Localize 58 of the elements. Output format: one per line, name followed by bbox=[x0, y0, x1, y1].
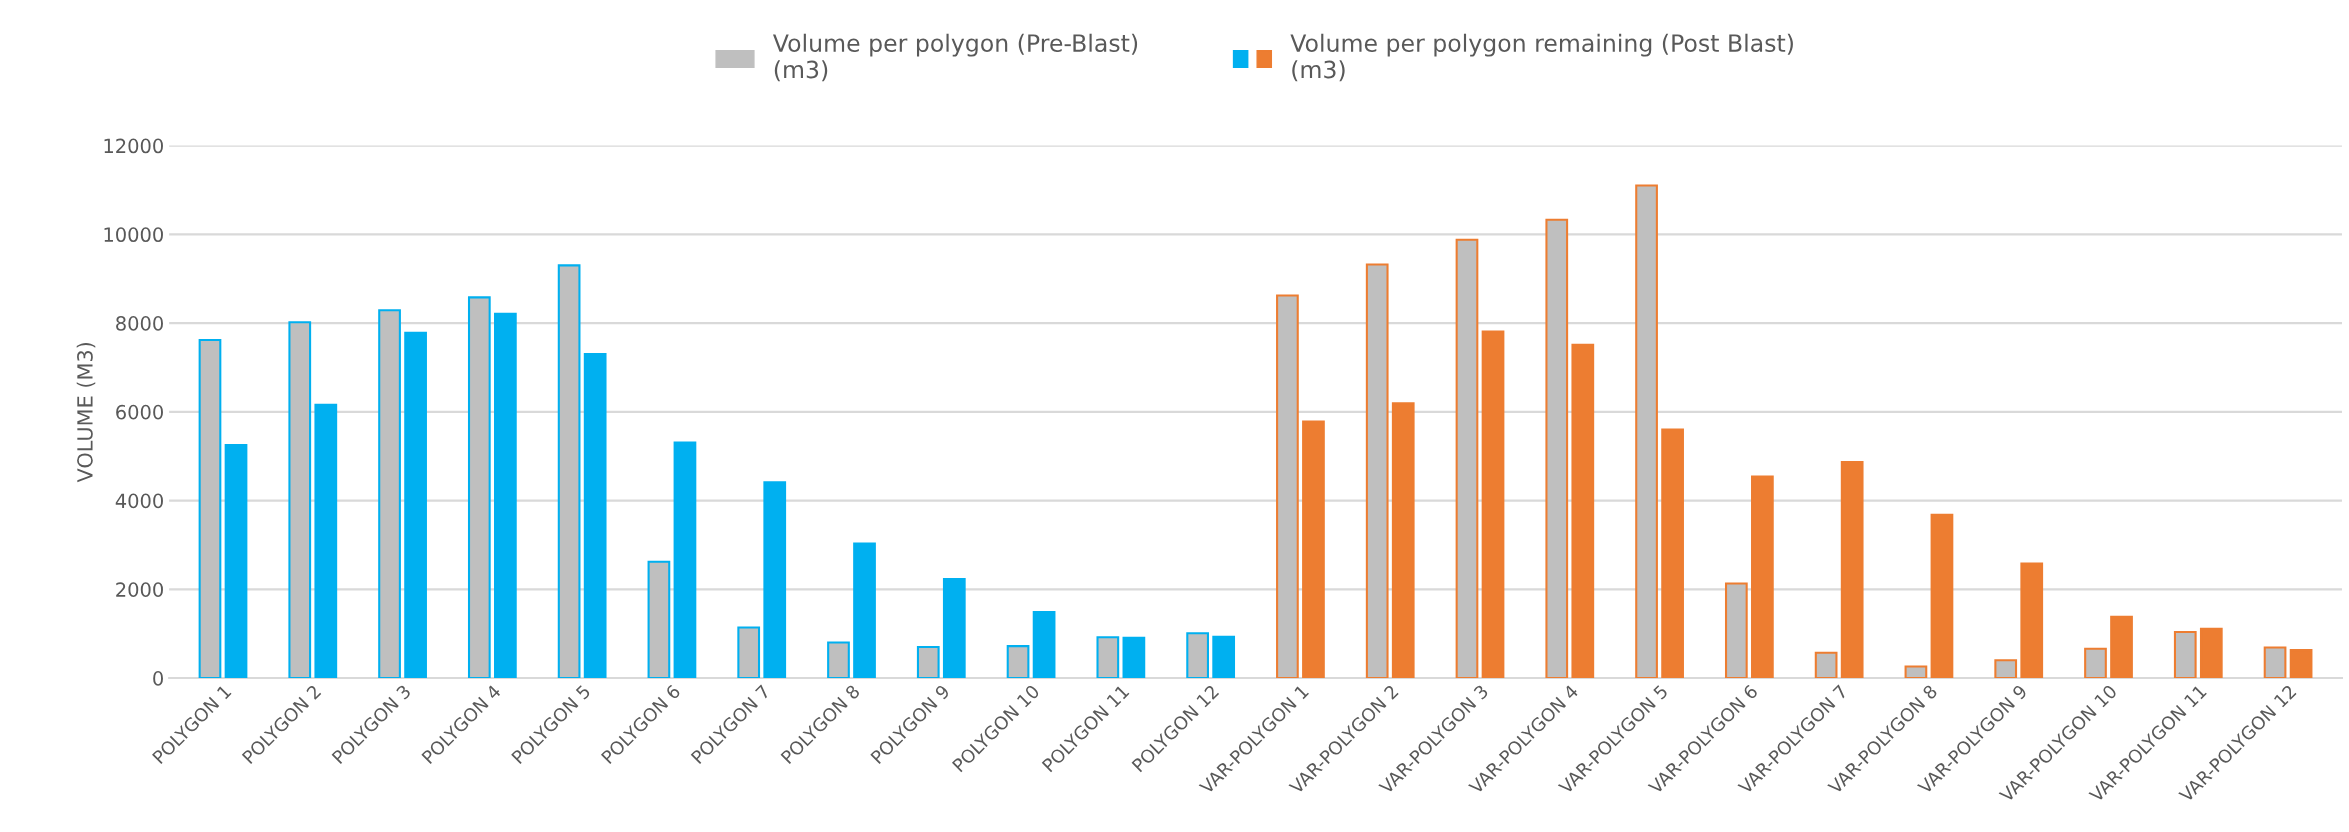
bar bbox=[942, 578, 966, 679]
legend-label: Volume per polygon (Pre-Blast) (m3) bbox=[772, 33, 1138, 82]
bar bbox=[1006, 645, 1030, 679]
bar bbox=[1571, 343, 1595, 679]
bar bbox=[827, 641, 850, 679]
bar bbox=[1481, 330, 1505, 679]
bar bbox=[1661, 428, 1684, 679]
bar bbox=[1814, 651, 1838, 679]
bar bbox=[1212, 635, 1236, 679]
bar bbox=[673, 441, 697, 679]
bar bbox=[1365, 263, 1389, 679]
bar bbox=[2084, 647, 2107, 679]
bar bbox=[288, 321, 312, 679]
bar bbox=[467, 296, 491, 679]
y-axis-title: VOLUME (M3) bbox=[76, 342, 96, 483]
bar bbox=[2263, 646, 2287, 679]
bar bbox=[1391, 402, 1415, 679]
bar bbox=[647, 560, 671, 679]
bar bbox=[1122, 636, 1146, 679]
bar bbox=[737, 626, 761, 679]
bar bbox=[1994, 659, 2018, 679]
bar bbox=[763, 481, 787, 679]
bar bbox=[494, 312, 517, 679]
bar bbox=[916, 645, 940, 679]
bar bbox=[2199, 627, 2223, 679]
bar bbox=[198, 338, 222, 679]
bar bbox=[853, 542, 876, 679]
bar bbox=[1751, 475, 1774, 679]
bar bbox=[1186, 632, 1209, 679]
y-tick-label: 2000 bbox=[116, 582, 163, 597]
y-tick-label: 6000 bbox=[116, 404, 163, 420]
y-tick-label: 8000 bbox=[116, 316, 163, 331]
y-tick-label: 12000 bbox=[104, 138, 163, 154]
bar bbox=[1545, 218, 1569, 679]
bar bbox=[1455, 238, 1479, 679]
bar bbox=[1904, 665, 1928, 679]
bar bbox=[314, 403, 338, 679]
bar bbox=[2020, 562, 2044, 679]
bar bbox=[404, 331, 427, 679]
bar bbox=[1276, 294, 1299, 679]
bar bbox=[583, 353, 607, 679]
bar bbox=[2173, 630, 2197, 679]
bar bbox=[2110, 615, 2133, 679]
bar bbox=[1930, 513, 1954, 679]
legend-label: Volume per polygon remaining (Post Blast) (m3) bbox=[1290, 33, 1793, 82]
bar bbox=[1302, 420, 1325, 679]
bar bbox=[1096, 636, 1120, 679]
bar bbox=[1032, 610, 1056, 679]
bar bbox=[557, 264, 581, 679]
bar bbox=[1840, 460, 1864, 679]
y-tick-label: 4000 bbox=[115, 493, 163, 509]
bar bbox=[378, 309, 401, 679]
bar bbox=[1635, 184, 1658, 679]
bar bbox=[2289, 649, 2313, 679]
y-tick-label: 10000 bbox=[104, 227, 163, 243]
bar bbox=[224, 444, 248, 679]
bar bbox=[1724, 582, 1748, 679]
y-tick-label: 0 bbox=[153, 671, 163, 686]
